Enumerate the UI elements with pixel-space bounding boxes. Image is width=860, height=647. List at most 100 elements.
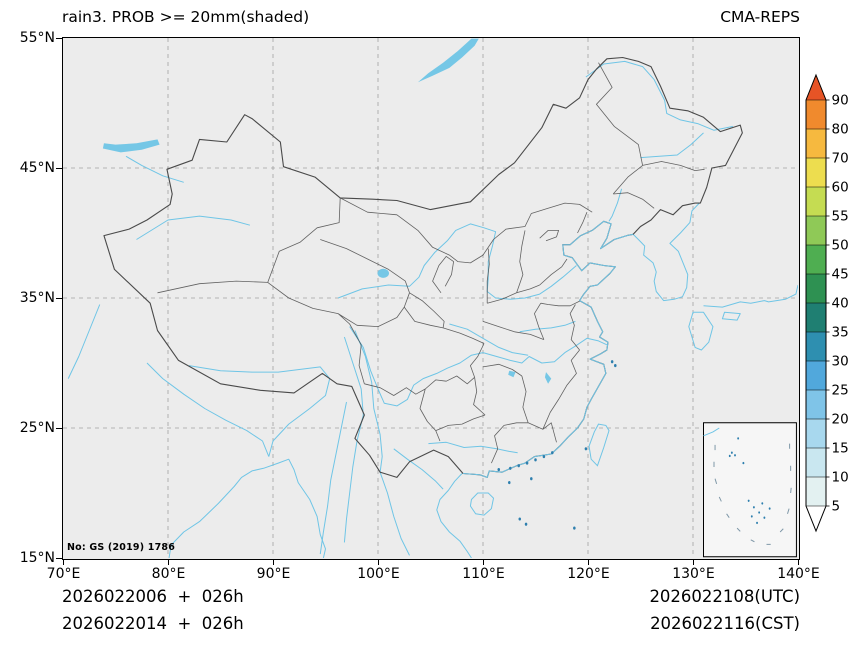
- islands: [470, 360, 617, 530]
- x-tick-label: 70°E: [46, 566, 81, 582]
- colorbar-segment: [806, 216, 826, 245]
- inset-coast: [704, 428, 720, 436]
- x-tick-mark: [798, 560, 799, 565]
- tarim-ili-amur-songhua-liao: [126, 61, 733, 239]
- y-tick-mark: [56, 168, 62, 169]
- colorbar-extend-above: [806, 75, 826, 100]
- coastal-island-dots: [497, 360, 617, 530]
- india-bangladesh-myanmar-coast: [169, 459, 325, 558]
- poyang-lake: [544, 372, 552, 384]
- init-time-utc-line: 2026022006 + 026h: [62, 587, 244, 606]
- foreign-coastlines: [169, 203, 798, 558]
- south-china-sea-inset: [704, 423, 797, 557]
- pearl-red-han-huai-rivers: [394, 321, 576, 489]
- china-coastline: [463, 221, 633, 477]
- province-borders: [158, 63, 705, 463]
- x-tick-mark: [693, 560, 694, 565]
- korea-coast: [633, 203, 699, 301]
- province-borders-central-south: [364, 259, 580, 463]
- y-tick-label: 25°N: [19, 419, 55, 436]
- x-tick-label: 90°E: [256, 566, 291, 582]
- x-tick-label: 80°E: [151, 566, 186, 582]
- hainan-island: [470, 493, 493, 515]
- colorbar-tick-label: 20: [832, 412, 849, 428]
- colorbar-segment: [806, 187, 826, 216]
- init-time-cst-line: 2026022014 + 026h: [62, 614, 244, 633]
- brahmaputra-ganges-indus: [68, 305, 329, 457]
- colorbar-tick-label: 55: [832, 209, 849, 225]
- japan-coast: [689, 285, 798, 350]
- rivers: [68, 61, 733, 555]
- southwest-rivers: [320, 331, 409, 556]
- valid-time-cst-line: 2026022116(CST): [650, 614, 800, 633]
- colorbar-tick-label: 15: [832, 441, 849, 457]
- province-borders-north: [340, 198, 592, 303]
- colorbar: 90 80 70 60 55 50 45 40 35 30 25 20 15 10 5: [805, 73, 849, 533]
- x-tick-mark: [273, 560, 274, 565]
- colorbar-tick-label: 50: [832, 238, 849, 254]
- colorbar-segment: [806, 361, 826, 390]
- plot-title: rain3. PROB >= 20mm(shaded): [62, 8, 310, 26]
- yangtze-river: [350, 327, 607, 406]
- map-plot-area: No: GS (2019) 1786: [62, 37, 800, 560]
- x-tick-mark: [588, 560, 589, 565]
- x-tick-label: 140°E: [777, 566, 820, 582]
- colorbar-segment: [806, 419, 826, 448]
- colorbar-tick-label: 45: [832, 267, 849, 283]
- x-tick-mark: [168, 560, 169, 565]
- colorbar-segment: [806, 448, 826, 477]
- colorbar-segment: [806, 390, 826, 419]
- vietnam-coast: [437, 474, 472, 559]
- china-map-layer: [63, 38, 798, 558]
- colorbar-segment: [806, 303, 826, 332]
- colorbar-tick-label: 25: [832, 383, 849, 399]
- x-tick-label: 110°E: [462, 566, 505, 582]
- lakes: [102, 38, 552, 384]
- colorbar-segment: [806, 332, 826, 361]
- colorbar-segment: [806, 477, 826, 506]
- x-axis: 70°E 80°E 90°E 100°E 110°E 120°E 130°E 140°E: [0, 566, 860, 586]
- yellow-river: [338, 224, 576, 299]
- province-borders-west: [158, 198, 410, 384]
- colorbar-tick-label: 70: [832, 151, 849, 167]
- y-tick-label: 15°N: [19, 549, 55, 566]
- inset-island-dots: [728, 437, 771, 525]
- inset-frame: [704, 423, 797, 557]
- y-tick-label: 55°N: [19, 29, 55, 46]
- colorbar-tick-label: 5: [832, 499, 841, 515]
- colorbar-tick-label: 90: [832, 93, 849, 109]
- colorbar-segment: [806, 245, 826, 274]
- colorbar-segment: [806, 129, 826, 158]
- y-tick-mark: [56, 38, 62, 39]
- model-name-label: CMA-REPS: [720, 8, 800, 26]
- colorbar-tick-label: 10: [832, 470, 849, 486]
- colorbar-segment: [806, 100, 826, 129]
- colorbar-segment: [806, 158, 826, 187]
- y-tick-label: 45°N: [19, 159, 55, 176]
- lake-baikal: [417, 38, 479, 83]
- y-tick-mark: [56, 298, 62, 299]
- x-tick-mark: [483, 560, 484, 565]
- lake-balkhash: [102, 139, 160, 153]
- x-tick-mark: [63, 560, 64, 565]
- y-tick-mark: [56, 558, 62, 559]
- colorbar-extend-below: [806, 506, 826, 531]
- nine-dash-line: [714, 444, 791, 545]
- colorbar-segment: [806, 274, 826, 303]
- valid-time-utc-line: 2026022108(UTC): [649, 587, 800, 606]
- colorbar-tick-label: 80: [832, 122, 849, 138]
- x-tick-label: 100°E: [357, 566, 400, 582]
- taiwan-island: [589, 424, 609, 466]
- province-borders-northeast: [578, 63, 705, 233]
- dongting-lake: [508, 370, 516, 378]
- gridlines-layer: [63, 38, 798, 558]
- y-tick-label: 35°N: [19, 289, 55, 306]
- colorbar-tick-label: 60: [832, 180, 849, 196]
- qinghai-lake: [377, 268, 390, 278]
- map-license-number: No: GS (2019) 1786: [67, 542, 176, 553]
- colorbar-tick-label: 35: [832, 325, 849, 341]
- x-tick-mark: [378, 560, 379, 565]
- colorbar-tick-label: 40: [832, 296, 849, 312]
- colorbar-tick-label: 30: [832, 354, 849, 370]
- colorbar-outline: [805, 73, 827, 533]
